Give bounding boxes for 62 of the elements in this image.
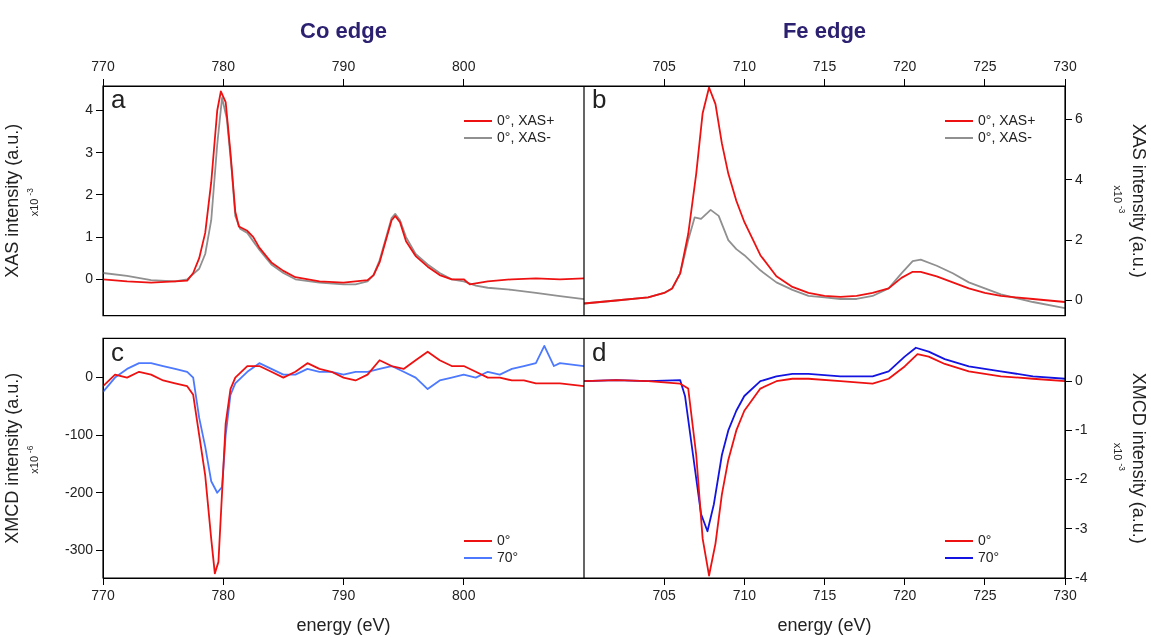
x-tick-label: 705 (652, 58, 677, 75)
legend-label: 0°, XAS- (497, 128, 552, 145)
x-tick-label: 720 (892, 587, 917, 604)
y-tick-label: -3 (1075, 519, 1088, 536)
x-tick-label: 800 (452, 58, 476, 75)
legend-label: 0°, XAS+ (497, 111, 555, 128)
y-tick-label: 6 (1075, 110, 1083, 127)
y-tick-label: 0 (1075, 372, 1083, 389)
x-tick-label: 780 (211, 587, 236, 604)
y-tick-label: 1 (85, 227, 94, 244)
x-tick-label: 770 (91, 587, 115, 604)
annotation: d (592, 336, 607, 367)
legend-label: 0° (978, 531, 992, 548)
x-tick-label: 730 (1053, 58, 1077, 75)
x-tick-label: 725 (973, 587, 997, 604)
y-tick-label: 0 (85, 368, 94, 385)
x-tick-label: 705 (652, 587, 677, 604)
legend-label: 0° (497, 531, 511, 548)
x-tick-label: 720 (892, 58, 917, 75)
text: x10-6 (25, 445, 41, 474)
y-tick-label: 4 (1075, 170, 1083, 187)
y-tick-label: 0 (1075, 291, 1083, 308)
y-tick-label: 2 (85, 185, 94, 202)
y-tick-label: 2 (1075, 230, 1083, 247)
legend-label: 0°, XAS+ (978, 111, 1036, 128)
legend-label: 70° (497, 548, 519, 565)
x-tick-label: 715 (812, 58, 837, 75)
y-tick-label: -4 (1075, 568, 1088, 585)
annotation: c (111, 336, 124, 367)
y-axis-title: XMCD intensity (a.u.) (1129, 372, 1150, 544)
legend-label: 70° (978, 548, 1000, 565)
y-tick-label: -2 (1075, 470, 1088, 487)
text: x10-3 (1111, 442, 1127, 472)
x-tick-label: 710 (732, 58, 757, 75)
y-axis-title: XAS intensity (a.u.) (1, 123, 22, 278)
y-tick-label: -200 (64, 483, 94, 500)
x-axis-title: energy (eV) (296, 615, 391, 636)
x-tick-label: 730 (1053, 587, 1077, 604)
legend-label: 0°, XAS- (978, 128, 1033, 145)
y-axis-title: XMCD intensity (a.u.) (1, 372, 22, 544)
y-tick-label: 3 (85, 143, 94, 160)
chart-title: Co edge (299, 18, 388, 44)
x-tick-label: 770 (91, 58, 115, 75)
x-tick-label: 725 (973, 58, 997, 75)
x-tick-label: 790 (331, 587, 356, 604)
y-tick-label: -1 (1075, 421, 1088, 438)
annotation: b (592, 84, 607, 115)
x-tick-label: 800 (452, 587, 476, 604)
x-tick-label: 780 (211, 58, 236, 75)
y-axis-title: XAS intensity (a.u.) (1129, 123, 1150, 278)
y-tick-label: -300 (64, 541, 94, 558)
x-tick-label: 790 (331, 58, 356, 75)
chart-title: Fe edge (781, 18, 868, 44)
x-tick-label: 710 (732, 587, 757, 604)
x-tick-label: 715 (812, 587, 837, 604)
annotation: a (111, 84, 126, 115)
x-axis-title: energy (eV) (777, 615, 872, 636)
text: x10-3 (1111, 185, 1127, 214)
y-tick-label: 4 (85, 101, 94, 118)
text: x10-3 (25, 187, 41, 217)
y-tick-label: 0 (85, 270, 94, 287)
y-tick-label: -100 (64, 426, 94, 443)
